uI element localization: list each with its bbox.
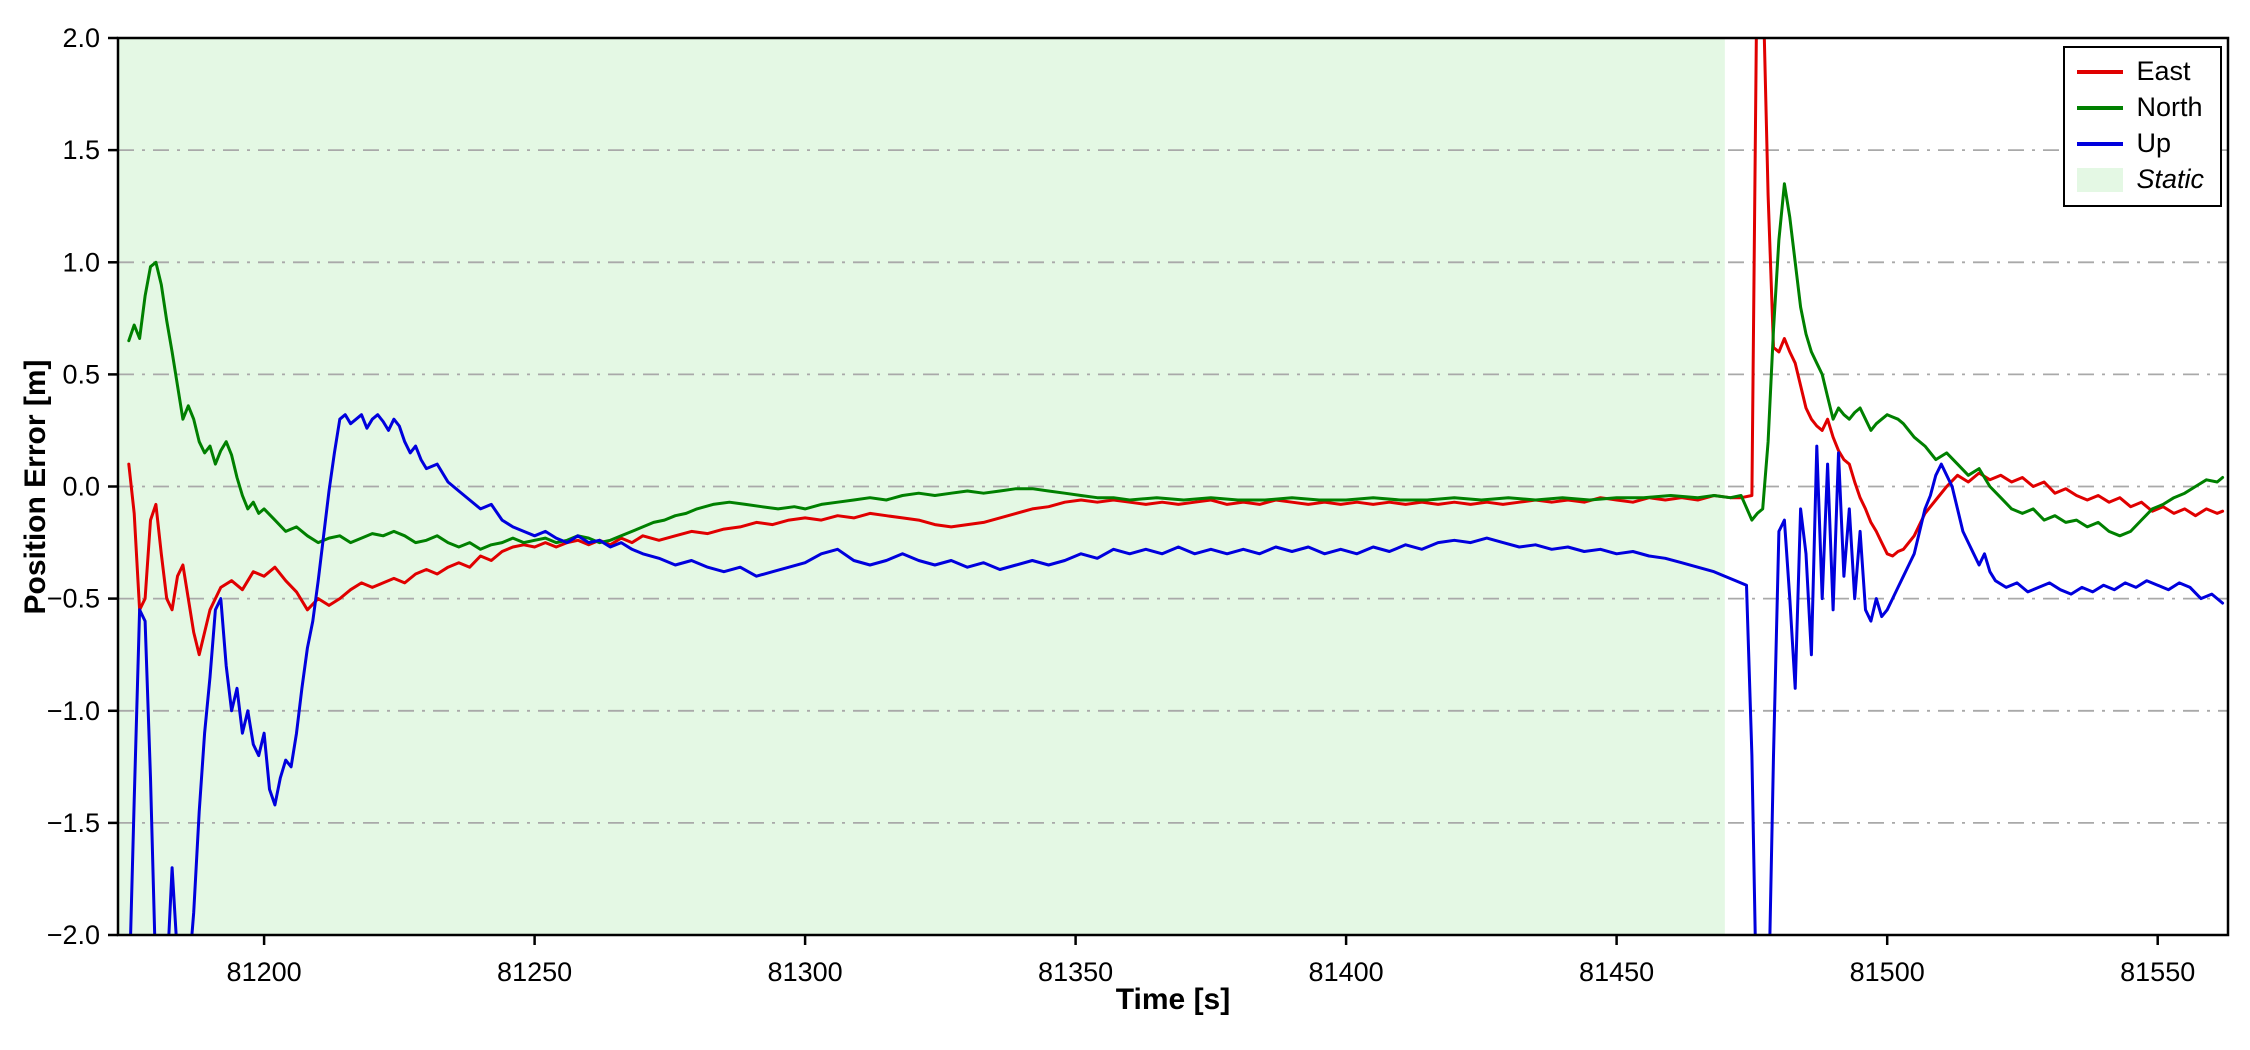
legend-label-east: East	[2136, 56, 2191, 86]
legend: East North Up Static	[2063, 46, 2222, 208]
east-line-swatch	[2077, 69, 2124, 74]
y-tick-label: 0.5	[62, 359, 100, 389]
y-tick-label: −2.0	[47, 920, 100, 950]
x-tick-label: 81550	[2120, 957, 2195, 987]
static-patch-swatch	[2077, 167, 2124, 192]
y-axis-label: Position Error [m]	[19, 359, 52, 615]
x-tick-label: 81500	[1850, 957, 1925, 987]
legend-entry-static: Static	[2077, 164, 2204, 195]
legend-entry-east: East	[2077, 56, 2204, 87]
north-line-swatch	[2077, 105, 2124, 110]
legend-label-static: Static	[2136, 164, 2204, 195]
x-tick-label: 81300	[768, 957, 843, 987]
y-tick-label: −0.5	[47, 584, 100, 614]
y-tick-label: 0.0	[62, 472, 100, 502]
up-line-swatch	[2077, 141, 2124, 146]
y-tick-label: 1.5	[62, 135, 100, 165]
x-axis-label: Time [s]	[1115, 983, 1231, 1016]
x-tick-label: 81400	[1309, 957, 1384, 987]
legend-entry-up: Up	[2077, 128, 2204, 159]
y-tick-label: 1.0	[62, 247, 100, 277]
x-tick-label: 81200	[227, 957, 302, 987]
legend-label-north: North	[2136, 92, 2203, 123]
y-tick-label: 2.0	[62, 23, 100, 53]
legend-entry-north: North	[2077, 92, 2204, 123]
y-tick-label: −1.5	[47, 808, 100, 838]
x-tick-label: 81250	[497, 957, 572, 987]
x-tick-label: 81350	[1038, 957, 1113, 987]
y-tick-label: −1.0	[47, 696, 100, 726]
x-tick-label: 81450	[1579, 957, 1654, 987]
legend-label-up: Up	[2136, 128, 2171, 159]
